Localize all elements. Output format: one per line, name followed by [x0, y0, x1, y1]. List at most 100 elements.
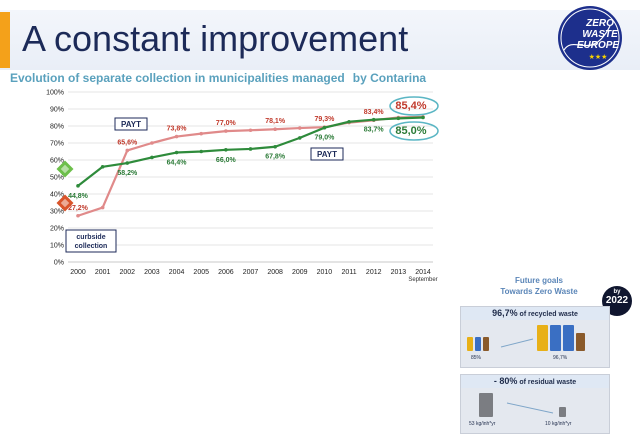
future-goals-line1: Future goals	[514, 276, 563, 285]
highlight-ellipse-red	[389, 96, 439, 116]
green-series-point	[273, 144, 277, 149]
x-tick-label: 2008	[267, 269, 283, 276]
green-data-label: 66,0%	[216, 157, 237, 164]
curbside-box	[65, 229, 117, 253]
x-tick-label: 2013	[391, 269, 407, 276]
chart-data-labels: 27,2% 65,6% 73,8% 77,0% 78,1% 79,3% 83,4% 85,4%…	[68, 100, 427, 212]
logo-circle	[558, 6, 622, 70]
red-series-point	[100, 205, 105, 210]
subtitle-main: Evolution of separate collection in muni…	[10, 71, 345, 85]
large-brown-bin-icon	[576, 333, 585, 351]
green-series-point	[150, 155, 154, 160]
green-data-label: 64,4%	[167, 160, 188, 167]
chart-subtitle: Evolution of separate collection in muni…	[10, 71, 426, 85]
y-tick-label: 60%	[50, 158, 64, 165]
future-goals-title: Future goals Towards Zero Waste	[476, 275, 602, 297]
small-brown-bin-icon	[483, 337, 489, 351]
by-label: by	[613, 289, 621, 295]
residual-arrow	[506, 402, 554, 414]
recycled-goal-box: 96,7% of recycled waste 85% 96,7%	[460, 306, 610, 368]
green-series-point	[421, 115, 425, 120]
green-data-label: 79,0%	[314, 135, 335, 142]
green-data-label: 58,2%	[117, 170, 138, 177]
small-yellow-bin-icon	[467, 337, 473, 351]
red-data-label: 77,0%	[216, 120, 237, 127]
residual-goal-text: of residual waste	[519, 379, 577, 386]
x-tick-label: 2000	[70, 269, 86, 276]
y-tick-label: 50%	[50, 175, 64, 182]
separate-collection-chart: 0% 10% 20% 30% 40% 50% 60% 70% 80% 90% 100% 2000 20…	[46, 90, 439, 283]
title-band	[0, 10, 640, 70]
x-tick-label: 2009	[292, 269, 308, 276]
y-tick-label: 100%	[46, 90, 64, 97]
y-tick-label: 10%	[50, 243, 64, 250]
payt-label-red: PAYT	[121, 120, 141, 129]
residual-goal-pct: - 80%	[493, 376, 518, 386]
green-series-point	[125, 161, 130, 165]
x-tick-label: 2010	[317, 269, 333, 276]
y-tick-label: 40%	[50, 192, 64, 199]
green-series-point	[100, 165, 105, 169]
green-series-point	[297, 136, 302, 140]
small-grey-bin-icon	[559, 407, 566, 417]
by-year: 2022	[605, 295, 629, 306]
x-tick-label: 2005	[193, 269, 209, 276]
y-tick-label: 20%	[50, 226, 64, 233]
green-series-point	[322, 125, 327, 130]
y-tick-label: 0%	[54, 260, 64, 267]
y-tick-label: 30%	[50, 209, 64, 216]
red-series-point	[174, 134, 179, 139]
red-data-label: 78,1%	[265, 118, 286, 125]
red-series-point	[150, 141, 154, 145]
large-yellow-bin-icon	[537, 325, 548, 351]
green-data-label: 44,8%	[68, 193, 89, 200]
green-data-label: 83,7%	[364, 127, 385, 134]
logo-text-3: EUROPE	[577, 40, 620, 51]
y-tick-label: 90%	[50, 107, 64, 114]
green-series-point	[347, 119, 351, 124]
small-blue-bin-icon	[475, 337, 481, 351]
residual-to: 10 kg/inh*yr	[545, 421, 572, 427]
large-grey-bin-icon	[479, 393, 493, 417]
x-axis-ticks: 2000 2001 2002 2003 2004 2005 2006 2007 2008 2009…	[70, 269, 431, 276]
curbside-label-line: collection	[75, 243, 108, 250]
green-series-point	[224, 148, 228, 152]
green-series-point	[248, 147, 253, 151]
recycled-goal-head: 96,7% of recycled waste	[461, 307, 609, 320]
chart-lines	[76, 115, 425, 218]
payt-label-green: PAYT	[317, 150, 337, 159]
red-series-point	[224, 129, 228, 133]
residual-from: 53 kg/inh*yr	[469, 421, 496, 427]
curbside-label: curbside collection	[75, 234, 108, 250]
red-data-label: 65,6%	[117, 139, 138, 146]
logo-ring	[560, 8, 620, 68]
red-data-label: 85,4%	[395, 100, 426, 112]
logo-text-1: ZERO	[585, 18, 614, 29]
x-tick-label: 2011	[342, 269, 357, 276]
x-tick-label: 2004	[169, 269, 185, 276]
green-series-point	[199, 149, 204, 154]
green-data-label: 67,8%	[265, 154, 286, 161]
green-series-point	[174, 150, 179, 155]
logo-text-2: WASTE	[582, 29, 618, 40]
title-accent-bar	[0, 12, 10, 68]
recycled-goal-text: of recycled waste	[519, 311, 578, 318]
large-blue-bin-2-icon	[563, 325, 574, 351]
red-data-label: 83,4%	[364, 109, 385, 116]
green-series-point	[76, 184, 80, 188]
recycled-arrow	[500, 338, 534, 348]
green-series-point	[371, 117, 376, 122]
y-tick-label: 70%	[50, 141, 64, 148]
green-data-label: 85,0%	[395, 125, 426, 137]
x-tick-label: 2012	[366, 269, 382, 276]
chart-grid	[68, 91, 433, 263]
curbside-label-line: curbside	[76, 234, 105, 241]
future-goals-line2: Towards Zero Waste	[500, 287, 578, 296]
red-series-point	[273, 127, 277, 132]
red-series-point	[125, 148, 130, 153]
payt-box-red	[114, 117, 148, 131]
y-tick-label: 80%	[50, 124, 64, 131]
green-series-point	[396, 116, 401, 121]
zero-waste-europe-logo: ZERO WASTE EUROPE ★★★	[558, 6, 622, 70]
subtitle-by: by Contarina	[352, 71, 427, 85]
